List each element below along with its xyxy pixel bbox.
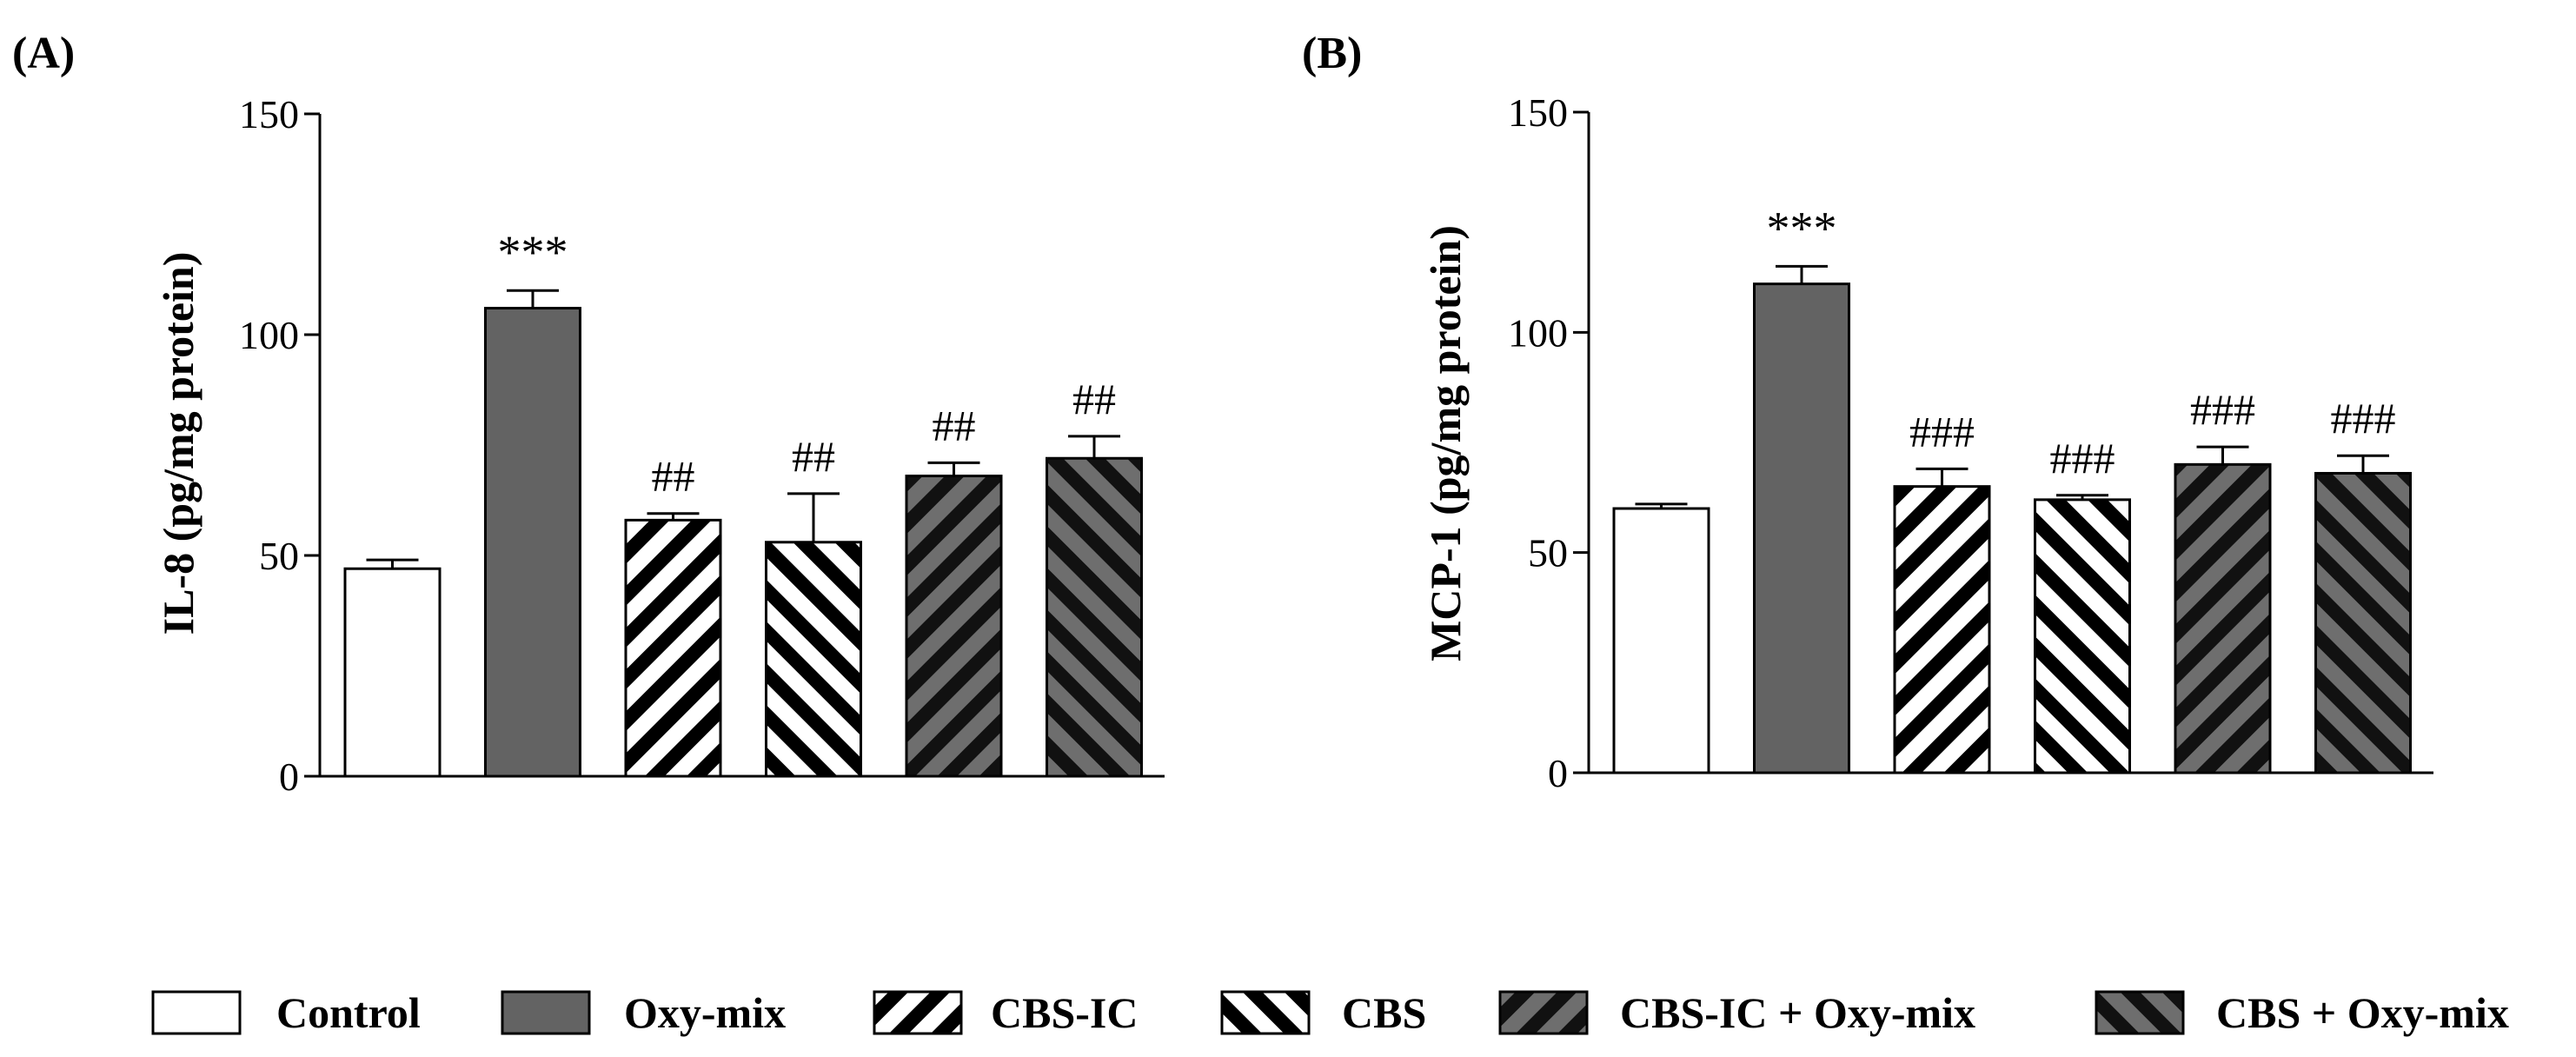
panel-b-y-axis-label: MCP-1 (pg/mg protein) [1421, 225, 1470, 661]
panel-a-error-bar-cbs-oxy-mix [1068, 435, 1120, 459]
legend-swatch-oxy-mix [501, 990, 591, 1035]
legend-label-oxy-mix: Oxy-mix [624, 988, 786, 1037]
panel-b-annotation-oxy-mix: *** [1767, 202, 1837, 254]
legend-swatch-cbs-ic [873, 990, 963, 1035]
panel-a-annotation-cbs-oxy-mix: ## [1072, 375, 1116, 423]
panel-b-y-tick-label: 50 [1528, 531, 1568, 575]
panel-b-error-bar-cbs-ic [1915, 467, 1969, 487]
panel-b-label: (B) [1302, 29, 1362, 78]
panel-b-bar-cbs-ic [1893, 485, 1991, 774]
panel-b-bar-control [1612, 507, 1710, 774]
panel-a-plot: 0 50 100 150 *** ## ## ## ## [239, 92, 1165, 799]
legend-label-cbs: CBS [1342, 988, 1426, 1037]
panel-a-y-tick-label: 150 [239, 92, 299, 136]
legend-swatch-cbs-ic-oxy-mix [1498, 990, 1589, 1035]
panel-b-bar-cbs [2034, 498, 2131, 774]
legend-item-cbs-ic: CBS-IC [873, 988, 1138, 1037]
panel-a-annotation-cbs: ## [792, 432, 835, 481]
panel-b-bar-oxy-mix [1753, 283, 1850, 774]
panel-b-error-bar-cbs-oxy-mix [2337, 454, 2389, 474]
legend-swatch-cbs-oxy-mix [2095, 990, 2185, 1035]
panel-a-bar-cbs [765, 541, 862, 778]
panel-b-y-tick-label: 0 [1548, 751, 1568, 795]
legend-label-cbs-oxy-mix: CBS + Oxy-mix [2216, 988, 2509, 1037]
panel-b-annotation-cbs: ### [2050, 434, 2115, 482]
panel-a-bar-cbs-oxy-mix [1046, 456, 1143, 778]
panel-a-bar-control [343, 567, 442, 778]
panel-a-y-tick-label: 0 [279, 755, 299, 799]
legend-item-control: Control [151, 988, 421, 1037]
legend-swatch-control [151, 990, 242, 1035]
panel-b-bar-cbs-ic-oxy-mix [2174, 462, 2272, 774]
panel-b-annotation-cbs-ic: ### [1909, 407, 1975, 455]
panel-a-error-bar-oxy-mix [507, 289, 559, 309]
panel-a-y-axis-label: IL-8 (pg/mg protein) [154, 252, 202, 635]
panel-a-bar-cbs-ic [624, 518, 722, 778]
panel-a-bar-cbs-ic-oxy-mix [905, 475, 1003, 778]
panel-b-error-bar-cbs-ic-oxy-mix [2196, 445, 2249, 465]
legend-item-cbs: CBS [1220, 988, 1426, 1037]
panel-a-bar-oxy-mix [484, 307, 581, 778]
panel-a-annotation-cbs-ic: ## [652, 452, 695, 501]
panel-b-y-tick-label: 150 [1508, 90, 1568, 135]
panel-a-y-tick-label: 50 [259, 534, 299, 578]
panel-b-annotation-cbs-ic-oxy-mix: ### [2190, 385, 2255, 434]
panel-a-label: (A) [12, 29, 75, 78]
legend: Control Oxy-mix CBS-IC CBS CBS-IC + Oxy-… [151, 988, 2509, 1037]
legend-item-cbs-ic-oxy-mix: CBS-IC + Oxy-mix [1498, 988, 1975, 1037]
panel-a-annotation-cbs-ic-oxy-mix: ## [933, 401, 976, 449]
legend-label-control: Control [276, 988, 421, 1037]
panel-b: (B) MCP-1 (pg/mg protein) 0 50 100 150 *** ##… [1302, 29, 2433, 795]
panel-b-error-bar-control [1635, 502, 1688, 509]
panel-b-y-tick-label: 100 [1508, 310, 1568, 355]
panel-a: (A) IL-8 (pg/mg protein) 0 50 100 150 *** ## #… [12, 29, 1165, 799]
panel-a-error-bar-cbs [787, 492, 840, 542]
panel-a-error-bar-cbs-ic [647, 512, 700, 521]
panel-a-error-bar-control [366, 558, 419, 569]
legend-item-oxy-mix: Oxy-mix [501, 988, 786, 1037]
legend-swatch-cbs [1220, 990, 1311, 1035]
panel-b-error-bar-oxy-mix [1776, 264, 1828, 284]
panel-b-bar-cbs-oxy-mix [2314, 471, 2412, 774]
panel-a-y-tick-label: 100 [239, 313, 299, 357]
panel-b-plot: 0 50 100 150 *** ### ### ### ### [1508, 90, 2433, 795]
legend-label-cbs-ic: CBS-IC [991, 988, 1138, 1037]
panel-a-error-bar-cbs-ic-oxy-mix [927, 461, 980, 476]
panel-b-annotation-cbs-oxy-mix: ### [2331, 394, 2396, 442]
legend-item-cbs-oxy-mix: CBS + Oxy-mix [2095, 988, 2509, 1037]
legend-label-cbs-ic-oxy-mix: CBS-IC + Oxy-mix [1620, 988, 1975, 1037]
panel-b-error-bar-cbs [2056, 494, 2108, 500]
panel-a-annotation-oxy-mix: *** [498, 226, 568, 278]
